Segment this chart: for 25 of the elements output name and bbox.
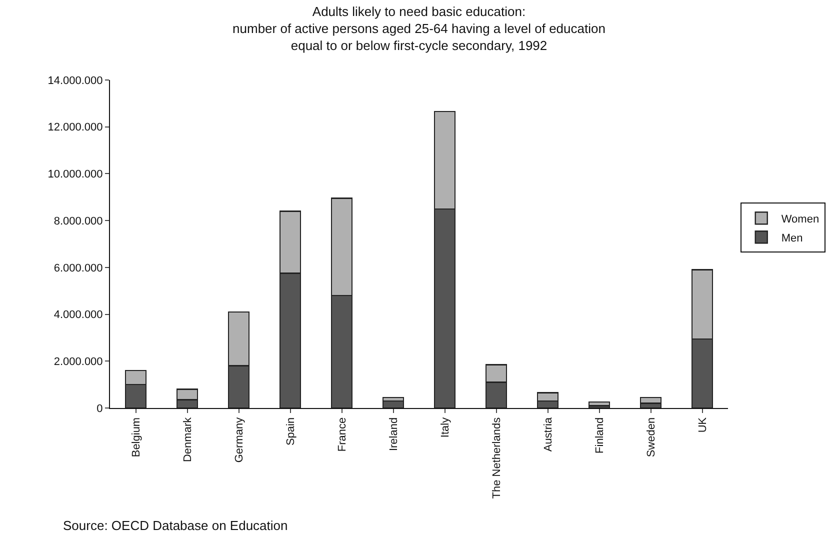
y-tick-label: 8.000.000	[54, 215, 103, 228]
chart-title: Adults likely to need basic education: number of active persons aged 25-64 having a level of education equal to or below first-cycle secondary, 1992	[232, 4, 606, 53]
y-tick-label: 14.000.000	[48, 74, 103, 87]
x-tick-label: France	[336, 417, 348, 452]
y-tick-label: 6.000.000	[54, 262, 103, 274]
x-tick-label: UK	[696, 416, 709, 433]
x-tick-label: Belgium	[130, 417, 142, 458]
x-tick-label: The Netherlands	[490, 416, 503, 499]
y-tick-label: 4.000.000	[54, 309, 103, 322]
y-tick-label: 12.000.000	[48, 122, 103, 134]
source-note: Source: OECD Database on Education	[63, 518, 288, 533]
legend-label: Men	[781, 232, 803, 244]
x-tick-label: Ireland	[388, 417, 400, 452]
bar	[640, 396, 662, 404]
y-tick-label: 0	[96, 402, 103, 415]
x-tick-label: Finland	[594, 417, 606, 454]
legend-label: Women	[781, 213, 820, 226]
y-tick-label: 2.000.000	[54, 356, 103, 368]
x-tick-label: Austria	[542, 416, 554, 452]
x-tick-label: Spain	[284, 417, 297, 446]
x-tick-label: Italy	[439, 416, 452, 438]
x-tick-label: Sweden	[645, 417, 658, 458]
y-tick-label: 10.000.000	[48, 168, 103, 181]
x-tick-label: Germany	[233, 416, 246, 463]
x-tick-label: Denmark	[182, 416, 194, 462]
